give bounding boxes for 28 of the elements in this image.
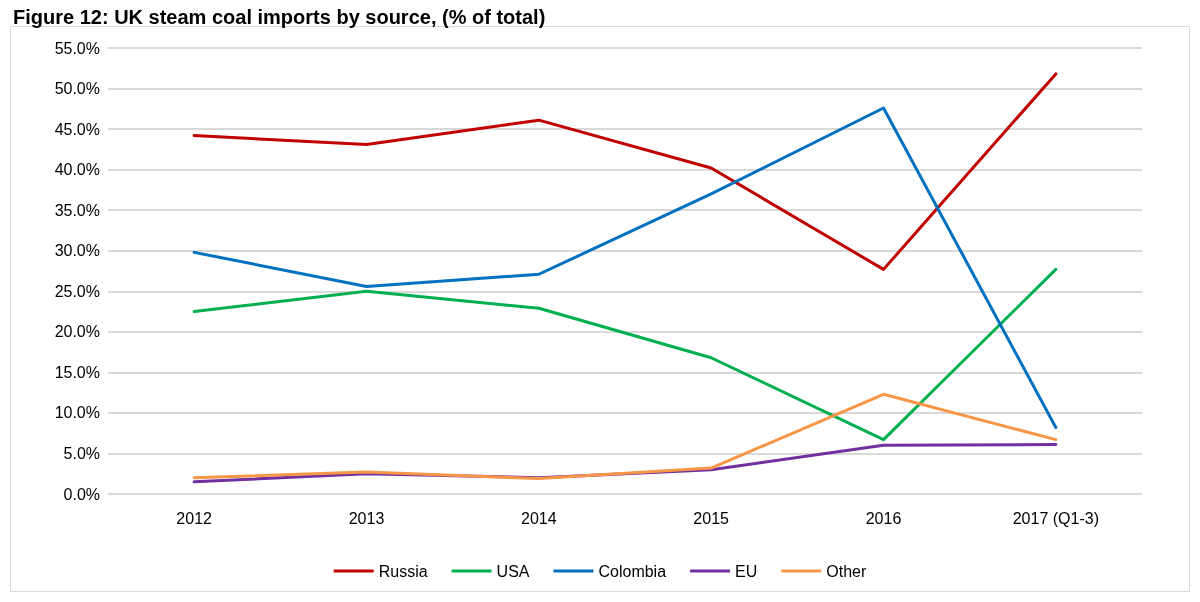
line-series [192,72,1058,271]
y-tick-label: 45.0% [54,120,100,138]
y-tick-label: 40.0% [54,161,100,179]
y-tick-label: 10.0% [54,404,100,422]
x-tick-label: 2012 [176,509,213,527]
legend-label: USA [496,562,530,580]
y-tick-label: 30.0% [54,242,100,260]
y-tick-label: 35.0% [54,201,100,219]
x-tick-label: 2013 [348,509,385,527]
line-series [192,392,1058,481]
y-tick-label: 5.0% [63,444,100,462]
y-tick-label: 20.0% [54,323,100,341]
y-tick-label: 25.0% [54,282,100,300]
chart-title: Figure 12: UK steam coal imports by source, (% of total) [13,6,546,28]
y-tick-label: 0.0% [63,485,100,503]
line-series [192,267,1058,442]
x-tick-label: 2016 [865,509,902,527]
line-series [192,106,1058,430]
y-tick-label: 55.0% [54,39,100,57]
x-tick-label: 2017 (Q1-3) [1012,509,1099,527]
y-tick-label: 50.0% [54,80,100,98]
y-tick-label: 15.0% [54,363,100,381]
legend-label: Other [826,562,867,580]
legend-label: Colombia [598,562,667,580]
x-tick-label: 2014 [521,509,557,527]
legend-label: Russia [378,562,428,580]
x-tick-label: 2015 [693,509,730,527]
legend-label: EU [735,562,758,580]
